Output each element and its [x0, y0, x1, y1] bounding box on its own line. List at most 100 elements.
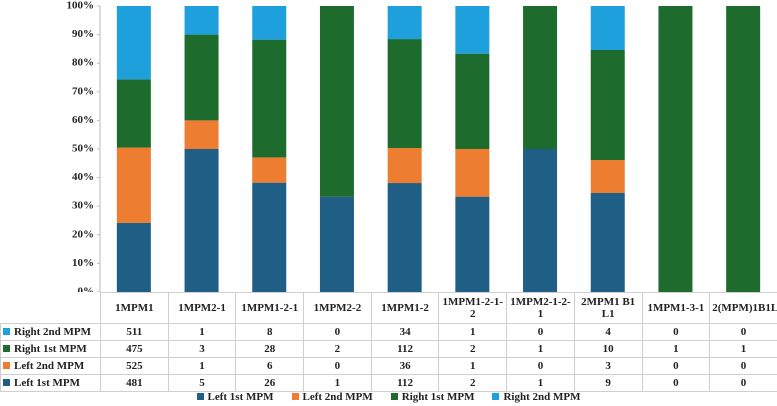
data-table: 1MPM1 1MPM2-1 1MPM1-2-1 1MPM2-2 1MPM1-2 1MPM1… — [0, 292, 777, 392]
table-value: 1 — [641, 340, 711, 358]
table-value: 0 — [641, 357, 711, 375]
table-row: Left 2nd MPM 525 1 6 0 36 1 0 3 0 0 — [0, 357, 777, 375]
bar-segment — [116, 147, 151, 223]
category-label: 1MPM2-1 — [167, 292, 237, 324]
table-value: 112 — [370, 340, 440, 358]
table-value: 511 — [100, 323, 169, 341]
bar-segment — [116, 6, 151, 80]
category-label: 1MPM2-2 — [303, 292, 372, 324]
bar-segment — [523, 149, 558, 292]
bar-segment — [387, 39, 422, 149]
bar-segment — [658, 6, 693, 292]
bar-segment — [455, 149, 490, 197]
category-label: 1MPM1-2 — [370, 292, 440, 324]
bar-segment — [116, 222, 151, 292]
legend-label: Left 1st MPM — [207, 391, 274, 403]
row-header: Left 1st MPM — [0, 374, 101, 392]
table-value: 525 — [100, 357, 169, 375]
legend-label: Right 1st MPM — [401, 391, 475, 403]
table-value: 3 — [167, 340, 237, 358]
category-label: 1MPM1-2-1-2 — [438, 292, 508, 324]
table-value: 1 — [167, 323, 237, 341]
legend-key — [3, 328, 10, 335]
bar-segment — [387, 183, 422, 292]
legend-key — [196, 393, 204, 400]
table-value: 4 — [573, 323, 643, 341]
table-value: 9 — [573, 374, 643, 392]
y-tick-label: 60% — [72, 114, 94, 126]
legend-key — [492, 393, 500, 400]
bar-segment — [252, 182, 287, 292]
row-header: Right 2nd MPM — [0, 323, 101, 341]
table-value: 0 — [709, 323, 777, 341]
y-tick-label: 10% — [72, 257, 94, 269]
bar-segment — [590, 50, 625, 160]
bar-segment — [590, 193, 625, 292]
category-label: 2MPM1 B1 L1 — [573, 292, 643, 324]
table-value: 2 — [303, 340, 372, 358]
series-name: Left 1st MPM — [14, 377, 80, 389]
table-row: Left 1st MPM 481 5 26 1 112 2 1 9 0 0 — [0, 374, 777, 392]
bar-segment — [455, 53, 490, 149]
bar-segment — [184, 34, 219, 121]
table-value: 10 — [573, 340, 643, 358]
table-value: 0 — [303, 357, 372, 375]
legend-key — [390, 393, 398, 400]
table-value: 112 — [370, 374, 440, 392]
table-value: 1 — [303, 374, 372, 392]
bar-segment — [116, 79, 151, 148]
table-header: 1MPM1 1MPM2-1 1MPM1-2-1 1MPM2-2 1MPM1-2 1MPM1… — [0, 292, 777, 324]
legend-key — [3, 345, 10, 352]
category-label: 1MPM1-3-1 — [641, 292, 711, 324]
legend-item: Right 2nd MPM — [492, 391, 580, 403]
legend-label: Left 2nd MPM — [302, 391, 373, 403]
legend-key — [3, 379, 10, 386]
table-value: 6 — [235, 357, 305, 375]
category-label: 1MPM1-2-1 — [235, 292, 305, 324]
table-value: 1 — [438, 357, 508, 375]
table-value: 1 — [438, 323, 508, 341]
legend-label: Right 2nd MPM — [503, 391, 581, 403]
row-header: Right 1st MPM — [0, 340, 101, 358]
table-value: 0 — [506, 323, 575, 341]
y-tick-label: 30% — [72, 200, 94, 212]
bar-segment — [252, 157, 287, 183]
table-value: 34 — [370, 323, 440, 341]
table-row: Right 2nd MPM 511 1 8 0 34 1 0 4 0 0 — [0, 323, 777, 341]
bar-segment — [387, 148, 422, 184]
table-value: 0 — [709, 357, 777, 375]
series-name: Right 1st MPM — [14, 343, 87, 355]
table-value: 475 — [100, 340, 169, 358]
table-value: 1 — [506, 374, 575, 392]
table-value: 8 — [235, 323, 305, 341]
bar-segment — [590, 160, 625, 193]
bar-segment — [590, 6, 625, 50]
legend-key — [3, 362, 10, 369]
table-value: 0 — [641, 323, 711, 341]
table-value: 0 — [303, 323, 372, 341]
bar-segment — [523, 6, 558, 149]
bar-segment — [252, 39, 287, 158]
table-value: 28 — [235, 340, 305, 358]
bar-segment — [319, 196, 354, 292]
category-label: 1MPM1 — [100, 292, 169, 324]
legend-key — [291, 393, 299, 400]
table-value: 2 — [438, 340, 508, 358]
y-tick-label: 50% — [72, 143, 94, 155]
legend: Left 1st MPM Left 2nd MPM Right 1st MPM Rig… — [0, 391, 777, 403]
legend-item: Left 1st MPM — [196, 391, 274, 403]
table-value: 3 — [573, 357, 643, 375]
table-value: 2 — [438, 374, 508, 392]
y-tick-label: 0% — [78, 286, 95, 292]
bar-segment — [387, 6, 422, 40]
table-value: 1 — [506, 340, 575, 358]
series-name: Right 2nd MPM — [14, 326, 91, 338]
bar-segment — [184, 6, 219, 35]
corner-cell — [0, 292, 101, 324]
y-tick-label: 100% — [67, 0, 95, 12]
table-value: 1 — [709, 340, 777, 358]
category-label: 1MPM2-1-2-1 — [506, 292, 575, 324]
series-name: Left 2nd MPM — [14, 360, 85, 372]
bar-segment — [455, 196, 490, 292]
